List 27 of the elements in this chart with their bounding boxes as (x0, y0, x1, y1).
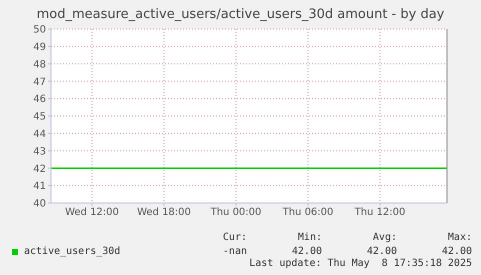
y-tick-label: 42 (33, 164, 46, 175)
text: Last update: Thu May 8 17:35:18 2025 (248, 258, 472, 269)
text: Cur: (222, 232, 247, 245)
y-tick-label: 44 (33, 128, 46, 140)
legend-label: active_users_30d (23, 246, 122, 257)
text: Avg: (372, 232, 397, 245)
y-tick-label: 50 (33, 24, 46, 36)
y-tick-label: 43 (33, 146, 46, 158)
x-tick-label: Thu 12:00 (354, 207, 406, 218)
text: Max: (446, 232, 472, 245)
y-tick-label: 49 (33, 42, 46, 53)
text: 42.00 (440, 246, 472, 257)
text: 42.00 (366, 246, 397, 257)
x-tick-label: Wed 18:00 (137, 207, 191, 218)
chart-title: mod_measure_active_users/active_users_30d amount - by day (36, 7, 446, 22)
text: Min: (296, 232, 322, 245)
y-tick-label: 48 (33, 59, 46, 70)
x-tick-label: Wed 12:00 (65, 207, 119, 218)
text: 42.00 (290, 246, 322, 257)
y-tick-label: 47 (33, 76, 46, 88)
text: -nan (222, 246, 247, 257)
y-tick-label: 45 (33, 112, 46, 123)
x-tick-label: Thu 06:00 (282, 207, 334, 218)
y-tick-label: 40 (33, 198, 46, 210)
x-tick-label: Thu 00:00 (210, 207, 262, 218)
y-tick-label: 46 (33, 94, 46, 106)
y-tick-label: 41 (33, 181, 46, 192)
